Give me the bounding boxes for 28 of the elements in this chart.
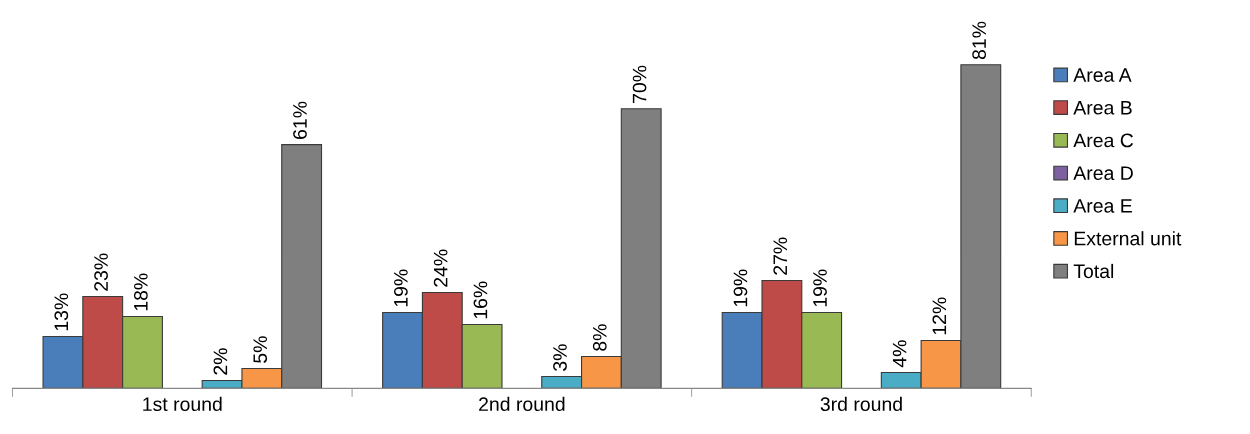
- data-label: 3%: [553, 344, 567, 371]
- data-label: 27%: [773, 237, 788, 275]
- legend-label: Area B: [1073, 101, 1132, 115]
- x-tick-label: 3rd round: [820, 396, 902, 412]
- legend-label: Area C: [1073, 133, 1134, 148]
- data-label: 18%: [133, 273, 148, 311]
- data-label: 2%: [213, 348, 228, 375]
- data-label: 19%: [813, 269, 827, 307]
- data-label: 8%: [592, 324, 607, 351]
- data-label: 5%: [253, 336, 268, 363]
- data-label: 4%: [892, 340, 907, 368]
- x-tick-label: 1st round: [143, 396, 222, 412]
- data-label: 19%: [733, 269, 748, 307]
- legend-label: Total: [1073, 263, 1114, 279]
- data-label: 70%: [632, 65, 647, 103]
- data-label: 12%: [932, 297, 947, 335]
- data-label: 24%: [433, 249, 448, 287]
- legend-label: Area D: [1073, 166, 1133, 181]
- legend-label: External unit: [1074, 231, 1182, 246]
- data-label: 81%: [972, 21, 987, 60]
- data-label: 19%: [393, 269, 408, 307]
- data-label: 16%: [473, 281, 488, 319]
- data-label: 23%: [94, 253, 108, 291]
- legend-label: Area E: [1073, 199, 1132, 213]
- data-label: 13%: [54, 293, 69, 331]
- data-label: 61%: [293, 101, 307, 139]
- x-tick-label: 2nd round: [479, 396, 565, 412]
- legend-label: Area A: [1073, 68, 1132, 82]
